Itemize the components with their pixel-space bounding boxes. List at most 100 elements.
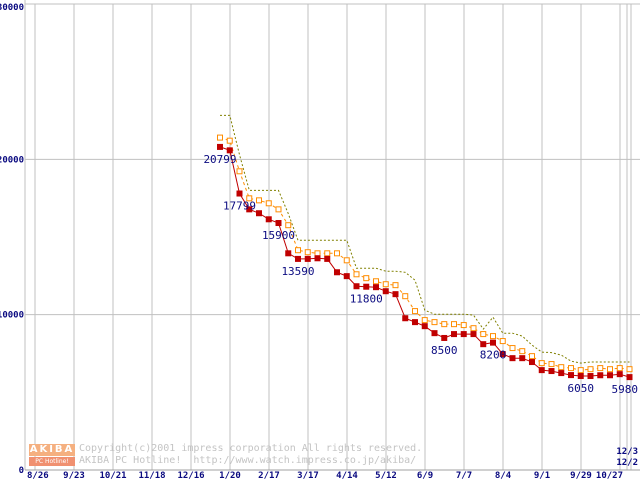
data-point-average [626, 366, 633, 373]
data-point-average [607, 366, 613, 373]
data-point-average [441, 321, 448, 328]
price-annotation: 17799 [223, 200, 256, 213]
data-point-average [480, 331, 487, 338]
data-point-min [548, 368, 555, 375]
data-point-average [460, 322, 467, 329]
data-point-average [616, 365, 623, 372]
data-point-average [304, 249, 311, 256]
data-point-min [431, 330, 438, 337]
data-point-average [490, 333, 496, 340]
data-point-average [412, 308, 418, 315]
data-point-min [275, 220, 282, 227]
price-annotation: 15900 [262, 229, 295, 242]
y-tick-label: 0 [19, 466, 24, 476]
data-point-average [431, 319, 438, 326]
data-point-average [236, 168, 243, 175]
data-point-average [421, 317, 428, 324]
data-point-min [246, 206, 253, 213]
data-point-average [451, 321, 457, 328]
data-point-min [480, 341, 487, 348]
data-point-min [363, 283, 370, 290]
data-point-average [275, 206, 282, 213]
data-point-average [295, 247, 301, 254]
x-tick-label: 12/16 [177, 471, 204, 480]
price-annotation: 6050 [568, 382, 595, 395]
data-point-average [265, 200, 272, 207]
data-point-average [217, 134, 223, 141]
data-point-min [236, 190, 243, 197]
x-tick-label: 3/17 [297, 471, 319, 480]
copyright-line: Copyright(c)2001 impress corporation All… [79, 443, 423, 454]
data-point-average [529, 353, 535, 360]
data-point-min [412, 319, 418, 326]
price-annotation: 5980 [612, 383, 639, 396]
data-point-min [373, 284, 379, 291]
data-point-min [558, 370, 565, 377]
data-point-average [558, 364, 565, 371]
site-url-line: AKIBA PC Hotline! http://www.watch.impre… [79, 455, 417, 466]
y-tick-label: 10000 [0, 311, 24, 321]
x-tick-label: 4/14 [336, 471, 358, 480]
data-point-average [353, 271, 360, 278]
data-point-min [295, 255, 301, 262]
data-point-min [490, 339, 496, 346]
x-tick-label: 7/7 [456, 471, 472, 480]
data-point-min [568, 372, 574, 379]
data-point-average [548, 361, 555, 368]
data-point-average [402, 293, 409, 300]
data-point-average [363, 275, 370, 282]
data-point-min [304, 255, 311, 262]
data-point-average [470, 325, 477, 332]
data-point-min [314, 255, 321, 262]
data-point-average [382, 281, 389, 288]
data-point-min [421, 323, 428, 330]
data-point-min [587, 373, 594, 380]
data-point-min [519, 355, 526, 362]
data-point-min [616, 371, 623, 378]
data-point-min [334, 269, 340, 276]
price-annotation: 13590 [281, 265, 314, 278]
price-annotation: 8500 [431, 344, 458, 357]
data-point-average [314, 250, 321, 257]
data-point-average [334, 250, 340, 257]
data-point-min [343, 273, 350, 280]
price-annotation: 8200 [480, 349, 507, 362]
x-tick-label: 8/26 [27, 471, 49, 480]
x-tick-label: 10/27 [596, 471, 623, 480]
copyright-watermark: Copyright(c)2001 impress corporation All… [79, 443, 422, 467]
data-point-average [519, 348, 526, 355]
data-point-average [577, 367, 584, 374]
series-line-max [220, 114, 630, 364]
data-point-average [509, 345, 516, 352]
data-point-average [285, 222, 292, 229]
data-point-min [265, 216, 272, 223]
data-point-average [392, 282, 399, 289]
x-tick-label: 12/3 [616, 447, 638, 457]
y-tick-label: 20000 [0, 155, 24, 165]
logo-bottom-text: PC Hotline! [29, 457, 75, 466]
x-tick-label: 2/17 [258, 471, 280, 480]
data-point-average [373, 278, 379, 285]
x-tick-label: 9/23 [63, 471, 85, 480]
data-point-average [597, 365, 604, 372]
data-point-average [343, 257, 350, 264]
data-point-min [577, 373, 584, 380]
data-point-average [499, 338, 506, 345]
data-point-average [568, 365, 574, 372]
data-point-min [509, 355, 516, 362]
data-point-min [402, 315, 409, 322]
data-point-min [470, 331, 477, 338]
data-point-average [246, 195, 253, 202]
logo-top-text: AKIBA [29, 444, 75, 456]
price-annotation: 11800 [350, 293, 383, 306]
data-point-min [451, 331, 457, 338]
data-point-min [382, 288, 389, 295]
data-point-min [226, 147, 233, 154]
x-tick-label: 6/9 [417, 471, 433, 480]
data-point-min [607, 372, 613, 379]
data-point-min [324, 255, 331, 262]
data-point-average [324, 250, 331, 257]
